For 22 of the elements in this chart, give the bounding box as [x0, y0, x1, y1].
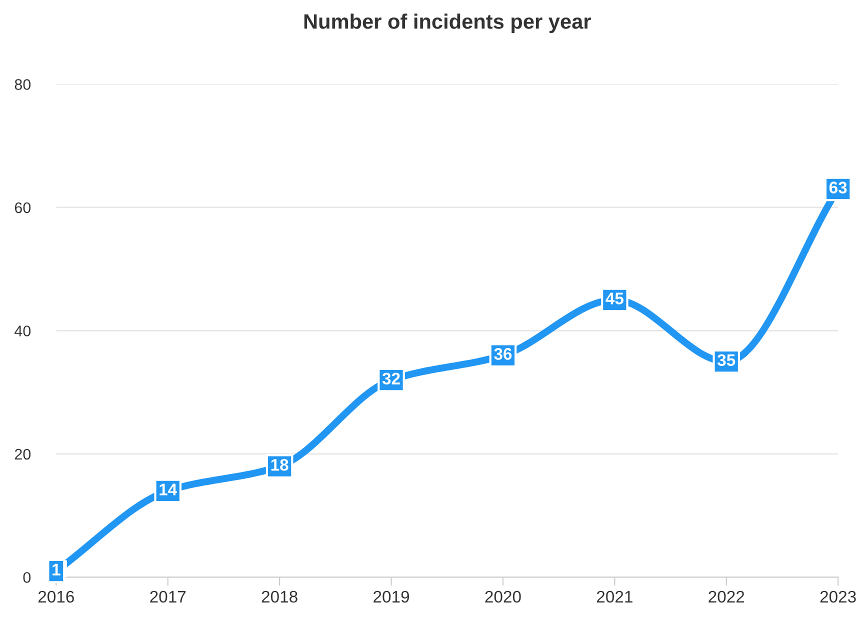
y-tick-label: 40	[14, 326, 31, 336]
x-tick-label: 2023	[820, 590, 856, 603]
y-tick-label: 80	[14, 79, 31, 90]
x-tick-label: 2017	[150, 590, 186, 603]
data-label: 63	[829, 182, 847, 194]
data-label: 35	[717, 354, 736, 366]
y-tick-label: 60	[14, 202, 31, 214]
y-tick-label: 0	[23, 572, 31, 583]
data-label: 32	[382, 372, 400, 385]
data-label: 1	[52, 564, 60, 576]
data-label: 14	[160, 484, 178, 496]
x-tick-label: 2018	[262, 590, 298, 603]
x-tick-label: 2016	[38, 590, 74, 603]
data-label: 36	[494, 348, 512, 360]
y-tick-label: 20	[14, 448, 31, 460]
data-label: 45	[606, 292, 624, 304]
x-tick-label: 2021	[596, 590, 632, 603]
chart-title: Number of incidents per year	[304, 14, 591, 34]
x-tick-label: 2020	[485, 590, 521, 603]
x-tick-label: 2022	[708, 590, 744, 603]
x-tick-label: 2019	[374, 590, 410, 603]
data-label: 18	[271, 458, 288, 471]
